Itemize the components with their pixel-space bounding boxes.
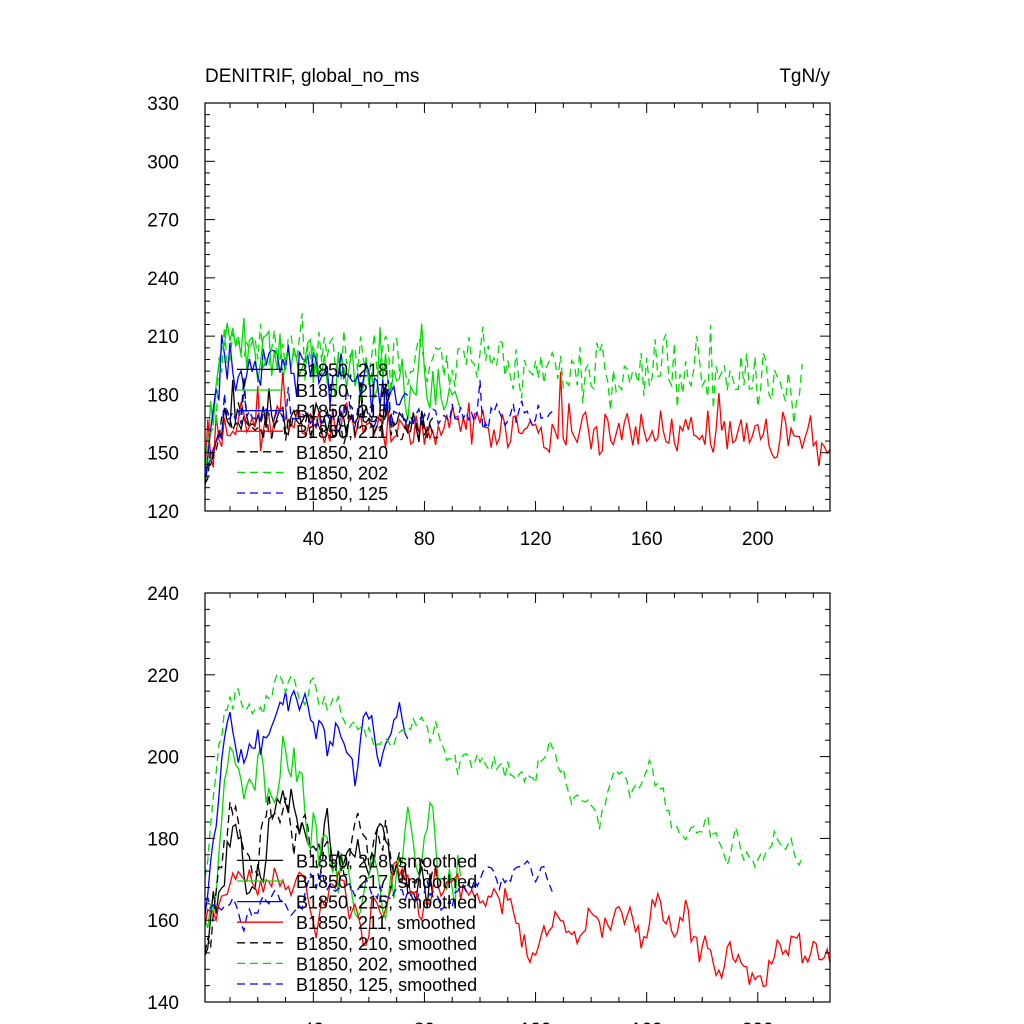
legend-entry: B1850, 218, smoothed (296, 851, 477, 871)
x-tick-label: 160 (631, 529, 663, 550)
series-line-1 (205, 735, 462, 929)
x-tick-label: 200 (742, 529, 774, 550)
y-tick-label: 240 (147, 269, 179, 290)
legend-entry: B1850, 217 (296, 381, 388, 401)
y-tick-label: 200 (147, 748, 179, 769)
legend-entry: B1850, 211 (296, 422, 387, 442)
legend-entry: B1850, 202 (296, 463, 388, 483)
y-tick-label: 300 (147, 152, 179, 173)
series-line-4 (205, 373, 439, 484)
legend-entry: B1850, 125 (296, 484, 388, 504)
legend-entry: B1850, 202, smoothed (296, 954, 477, 974)
top-panel: 40 80 120 160 200 120 150 180 210 240 270 300 330 DEN… (147, 66, 831, 550)
x-tick-label: 120 (520, 529, 552, 550)
y-tick-label: 330 (147, 94, 179, 115)
legend-entry: B1850, 215 (296, 402, 388, 422)
legend-entry: B1850, 210 (296, 443, 388, 463)
series-line-5 (205, 673, 803, 878)
series-line-2 (205, 689, 409, 916)
y-tick-label: 140 (147, 993, 179, 1014)
x-tick-label: 120 (520, 1020, 552, 1024)
x-tick-label: 200 (742, 1020, 774, 1024)
legend-entry: B1850, 218 (296, 360, 388, 380)
y-tick-label: 180 (147, 829, 179, 850)
x-tick-label: 80 (414, 529, 435, 550)
y-tick-label: 160 (147, 911, 179, 932)
x-tick-label: 40 (303, 1020, 324, 1024)
series-line-3 (205, 371, 830, 476)
legend-entry: B1850, 217, smoothed (296, 872, 477, 892)
plot-frame (204, 592, 831, 1003)
bottom-panel: 40 80 120 160 200 140 160 180 200 220 240 B1850, 21… (147, 584, 831, 1024)
x-tick-label: 160 (631, 1020, 663, 1024)
y-tick-label: 210 (147, 327, 179, 348)
chart-title: DENITRIF, global_no_ms (205, 66, 419, 87)
y-tick-label: 220 (147, 666, 179, 687)
x-tick-label: 40 (303, 529, 324, 550)
plot-frame (204, 102, 831, 512)
legend-entry: B1850, 210, smoothed (296, 934, 477, 954)
legend-entry: B1850, 125, smoothed (296, 975, 477, 995)
chart-units: TgN/y (779, 66, 830, 87)
y-tick-label: 120 (147, 502, 179, 523)
y-tick-label: 270 (147, 211, 179, 232)
series-line-6 (205, 379, 553, 480)
legend-entry: B1850, 215, smoothed (296, 893, 477, 913)
legend-entry: B1850, 211, smoothed (296, 913, 476, 933)
x-tick-label: 80 (414, 1020, 435, 1024)
y-tick-label: 150 (147, 444, 179, 465)
y-tick-label: 240 (147, 584, 179, 605)
series-line-4 (205, 794, 439, 953)
series-line-3 (205, 860, 830, 988)
y-tick-label: 180 (147, 385, 179, 406)
series-line-5 (205, 313, 803, 493)
series-line-0 (205, 379, 434, 486)
